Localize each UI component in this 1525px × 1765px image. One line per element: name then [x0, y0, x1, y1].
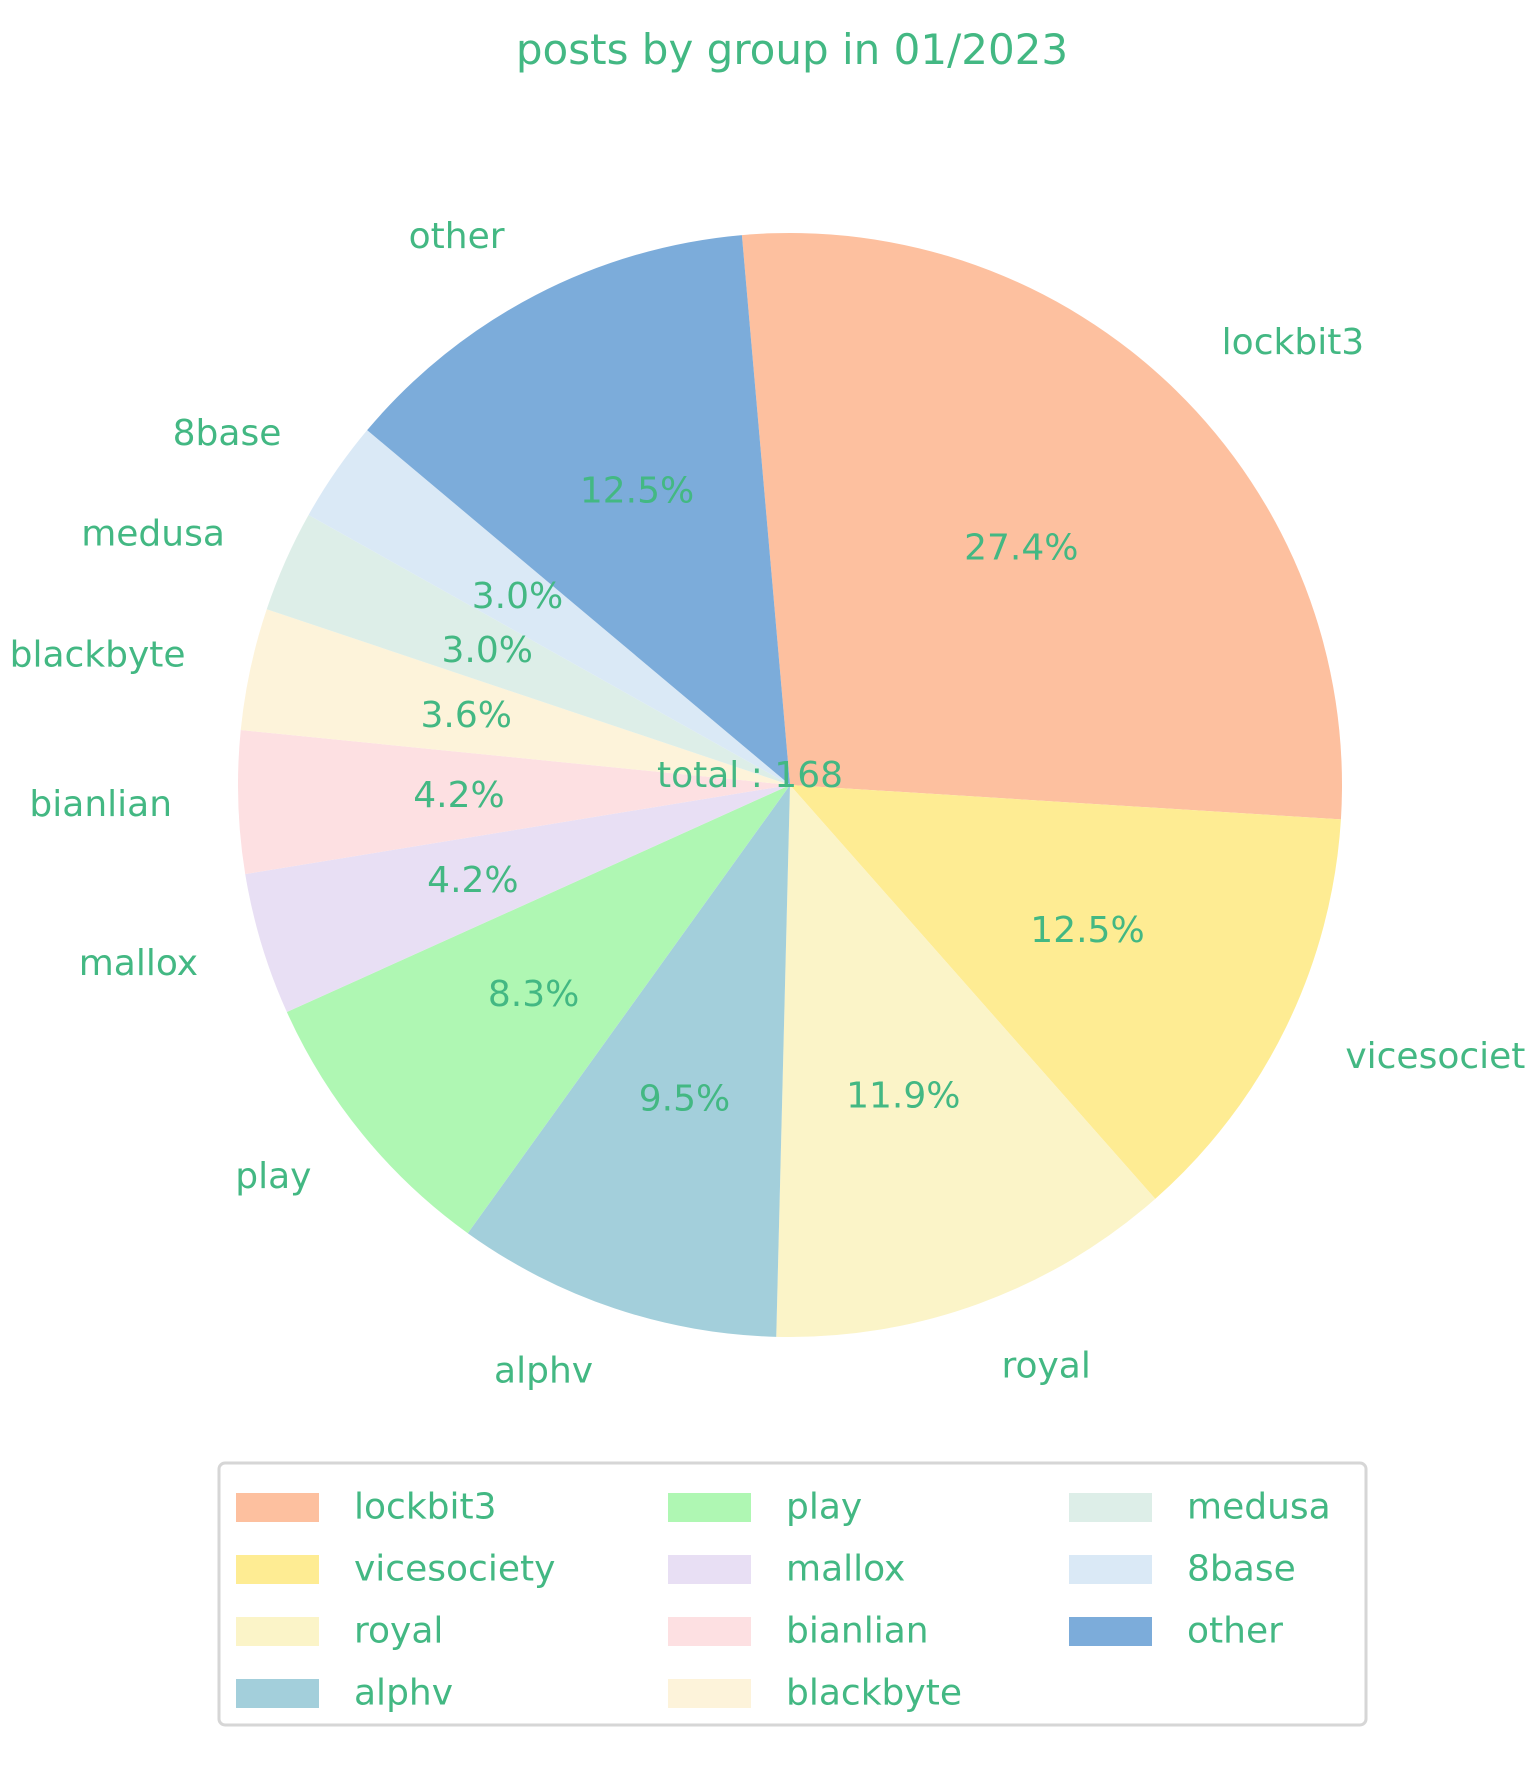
legend-items: lockbit3 vicesociety royal alphv play mallox b… — [236, 1487, 1331, 1714]
legend-swatch-blackbyte — [668, 1679, 751, 1708]
percent-label-mallox: 4.2% — [427, 860, 518, 901]
legend-label-alphv: alphv — [354, 1673, 453, 1714]
slice-label-play: play — [235, 1156, 311, 1197]
percent-label-lockbit3: 27.4% — [964, 527, 1078, 568]
chart-title: posts by group in 01/2023 — [516, 25, 1068, 74]
pie-slice-mallox — [245, 785, 791, 1013]
pie-slice-8base — [308, 430, 790, 785]
slice-label-vicesociety: vicesociety — [1345, 1036, 1525, 1077]
legend-label-8base: 8base — [1187, 1549, 1296, 1590]
legend-swatch-vicesociety — [236, 1555, 319, 1584]
legend-label-bianlian: bianlian — [786, 1611, 929, 1652]
legend-label-blackbyte: blackbyte — [786, 1673, 962, 1714]
pie-slice-medusa — [266, 514, 790, 785]
legend: lockbit3 vicesociety royal alphv play mallox b… — [217, 1461, 1368, 1727]
pie-slices — [238, 233, 1342, 1337]
slice-label-alphv: alphv — [494, 1351, 593, 1392]
pie-slice-other — [367, 235, 790, 785]
slice-label-8base: 8base — [173, 413, 282, 454]
slice-label-bianlian: bianlian — [29, 784, 172, 825]
legend-swatch-royal — [236, 1617, 319, 1646]
pie-slice-blackbyte — [240, 609, 790, 785]
legend-swatch-bianlian — [668, 1617, 751, 1646]
percent-labels: 27.4% 12.5% 11.9% 9.5% 8.3% 4.2% 4.2% 3.6% 3.0% 3… — [413, 471, 1144, 1120]
center-total-label: total : 168 — [657, 755, 843, 796]
percent-label-blackbyte: 3.6% — [420, 695, 511, 736]
percent-label-alphv: 9.5% — [639, 1078, 730, 1119]
legend-swatch-play — [668, 1493, 751, 1522]
percent-label-other: 12.5% — [580, 471, 694, 512]
slice-labels: lockbit3 vicesociety royal alphv play mallox b… — [10, 216, 1525, 1391]
legend-swatch-other — [1069, 1617, 1152, 1646]
legend-label-lockbit3: lockbit3 — [354, 1487, 497, 1528]
legend-swatch-alphv — [236, 1679, 319, 1708]
legend-label-other: other — [1187, 1611, 1283, 1652]
pie-slice-bianlian — [238, 730, 791, 875]
slice-label-mallox: mallox — [79, 943, 198, 984]
legend-label-royal: royal — [354, 1611, 443, 1652]
legend-label-medusa: medusa — [1187, 1487, 1331, 1528]
legend-label-vicesociety: vicesociety — [354, 1549, 555, 1590]
slice-label-other: other — [409, 216, 505, 257]
slice-label-blackbyte: blackbyte — [10, 634, 186, 675]
percent-label-bianlian: 4.2% — [413, 775, 504, 816]
pie-slice-lockbit3 — [741, 233, 1342, 820]
legend-label-play: play — [786, 1487, 862, 1528]
legend-frame — [217, 1461, 1368, 1727]
legend-label-mallox: mallox — [786, 1549, 905, 1590]
percent-label-medusa: 3.0% — [442, 630, 533, 671]
slice-label-lockbit3: lockbit3 — [1222, 322, 1365, 363]
legend-swatch-mallox — [668, 1555, 751, 1584]
pie-slice-vicesociety — [790, 785, 1341, 1199]
pie-slice-play — [286, 785, 790, 1234]
legend-swatch-medusa — [1069, 1493, 1152, 1522]
percent-label-8base: 3.0% — [472, 576, 563, 617]
slice-label-royal: royal — [1001, 1345, 1090, 1386]
legend-swatch-8base — [1069, 1555, 1152, 1584]
slice-label-medusa: medusa — [81, 514, 225, 555]
legend-swatch-lockbit3 — [236, 1493, 319, 1522]
percent-label-vicesociety: 12.5% — [1030, 910, 1144, 951]
pie-slice-alphv — [467, 785, 790, 1337]
percent-label-royal: 11.9% — [846, 1076, 960, 1117]
percent-label-play: 8.3% — [488, 974, 579, 1015]
pie-slice-royal — [776, 785, 1156, 1337]
